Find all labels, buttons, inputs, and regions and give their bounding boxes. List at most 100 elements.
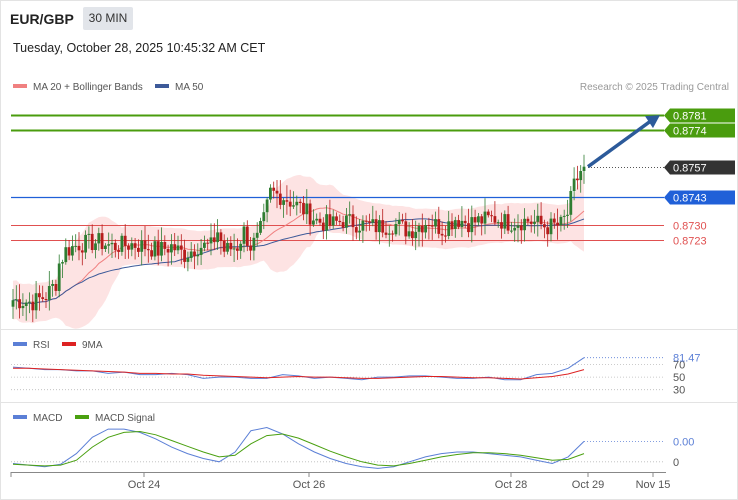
candle-body — [526, 218, 530, 222]
candle-body — [453, 220, 457, 229]
candle-body — [315, 218, 319, 221]
candle-body — [417, 226, 421, 232]
candle-body — [137, 247, 140, 252]
level-label-box — [664, 123, 735, 138]
candle-body — [189, 251, 193, 258]
candle-body — [71, 246, 74, 256]
candle-body — [193, 251, 196, 257]
rsi-tick-label: 70 — [673, 360, 685, 372]
candle-body — [566, 214, 569, 216]
moving-averages — [12, 207, 585, 305]
candle-body — [450, 221, 454, 229]
candle-body — [282, 200, 285, 205]
candle-body — [153, 241, 157, 257]
candle-body — [236, 248, 239, 251]
ma20-line — [12, 207, 585, 305]
candle-body — [212, 237, 216, 243]
x-axis-ticks: Oct 24 Oct 26 Oct 28 Oct 29 Nov 15 — [10, 472, 670, 491]
candle-body — [61, 262, 64, 264]
candle-body — [262, 212, 266, 222]
candle-body — [288, 201, 292, 207]
candle-body — [546, 227, 550, 235]
candle-body — [496, 222, 500, 224]
candle-body — [328, 214, 332, 226]
level-label-box — [664, 108, 735, 123]
candle-body — [305, 203, 309, 215]
candle-body — [94, 243, 97, 250]
x-tick-label: Oct 24 — [128, 479, 160, 491]
candle-body — [572, 178, 576, 191]
candle-body — [219, 232, 223, 241]
bollinger-bands — [13, 170, 584, 329]
candle-body — [559, 216, 563, 226]
candle-body — [440, 233, 444, 236]
candle-body — [394, 224, 398, 235]
candle-body — [510, 230, 513, 232]
legend-rsi-swatch — [13, 342, 27, 346]
candle-body — [275, 190, 279, 194]
level-label-support: 0.8730 — [673, 221, 707, 233]
candle-body — [556, 222, 559, 226]
level-label-box — [664, 190, 735, 205]
macd-tick-label: 0 — [673, 457, 679, 469]
candle-body — [239, 243, 243, 251]
candle-body — [470, 217, 474, 233]
candle-body — [186, 258, 190, 262]
candle-body — [176, 245, 180, 251]
candle-body — [338, 220, 342, 223]
candle-body — [533, 221, 536, 224]
candle-body — [206, 242, 210, 244]
candle-body — [278, 193, 282, 205]
candle-body — [331, 216, 335, 226]
timeframe-button[interactable]: 30 MIN — [83, 7, 133, 30]
candle-body — [123, 235, 127, 246]
candle-body — [335, 216, 338, 221]
candle-body — [47, 286, 51, 300]
candle-body — [460, 220, 464, 227]
candle-body — [21, 306, 25, 309]
candle-body — [381, 220, 385, 233]
legend-rsi: RSI — [33, 340, 50, 351]
candle-body — [285, 200, 289, 202]
legend-ma20: MA 20 + Bollinger Bands — [33, 82, 143, 93]
candle-body — [457, 220, 460, 227]
candle-body — [160, 242, 163, 256]
candle-body — [255, 232, 259, 238]
candle-body — [77, 245, 81, 251]
candle-body — [156, 241, 160, 256]
candle-body — [183, 249, 186, 262]
price-labels: 0.8781 0.8774 0.8757 0.8743 0.8730 0.8723 — [664, 108, 735, 248]
candle-body — [384, 232, 388, 235]
candle-body — [203, 242, 206, 248]
candle-body — [391, 233, 394, 235]
candle-body — [387, 233, 391, 235]
legend-ma50: MA 50 — [175, 82, 204, 93]
level-label-last: 0.8757 — [673, 163, 707, 175]
candle-body — [368, 221, 371, 223]
level-label-support: 0.8723 — [673, 236, 707, 248]
candle-body — [312, 220, 315, 225]
candle-body — [196, 255, 200, 257]
candle-body — [308, 203, 312, 225]
candle-body — [140, 240, 144, 252]
level-label-target: 0.8774 — [673, 126, 707, 138]
candle-body — [80, 250, 84, 253]
candle-body — [107, 244, 111, 246]
level-label-pivot: 0.8743 — [673, 193, 707, 205]
rsi-tick-label: 50 — [673, 372, 685, 384]
candle-body — [529, 221, 533, 224]
legend-macd: MACD — [33, 413, 62, 424]
candle-body — [170, 244, 173, 253]
candle-body — [292, 205, 295, 207]
candle-body — [31, 301, 35, 311]
rsi-series-signal — [13, 367, 585, 380]
x-tick-label: Oct 29 — [572, 479, 604, 491]
candle-body — [437, 219, 441, 234]
level-label-box — [664, 160, 735, 175]
candle-body — [424, 225, 427, 233]
rsi-series-main — [12, 357, 585, 381]
candle-body — [64, 247, 68, 263]
candle-body — [51, 284, 54, 286]
